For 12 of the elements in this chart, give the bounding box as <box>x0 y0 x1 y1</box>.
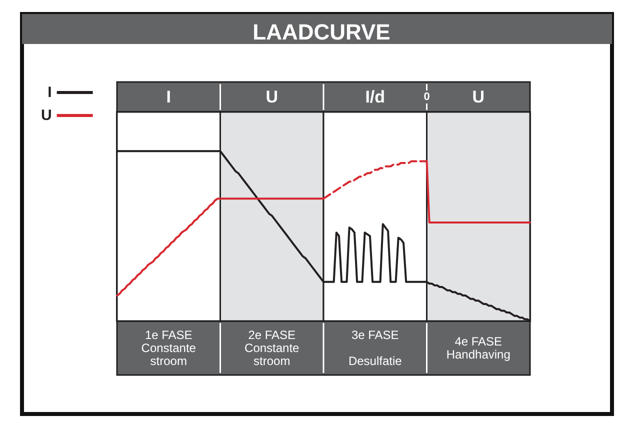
text: 0 <box>424 91 430 103</box>
text: U <box>266 88 278 106</box>
legend-label: I <box>48 84 52 101</box>
text: 3e FASE Desulfatie <box>348 328 402 368</box>
text: 4e FASE Handhaving <box>446 334 510 362</box>
text: 1e FASE Constante stroom <box>141 328 196 368</box>
legend-label: U <box>40 107 52 124</box>
text: I/d <box>365 88 386 106</box>
text: U <box>472 88 485 106</box>
chart-title: LAADCURVE <box>252 20 390 44</box>
text: I <box>166 88 171 106</box>
text: 2e FASE Constante stroom <box>244 328 300 368</box>
